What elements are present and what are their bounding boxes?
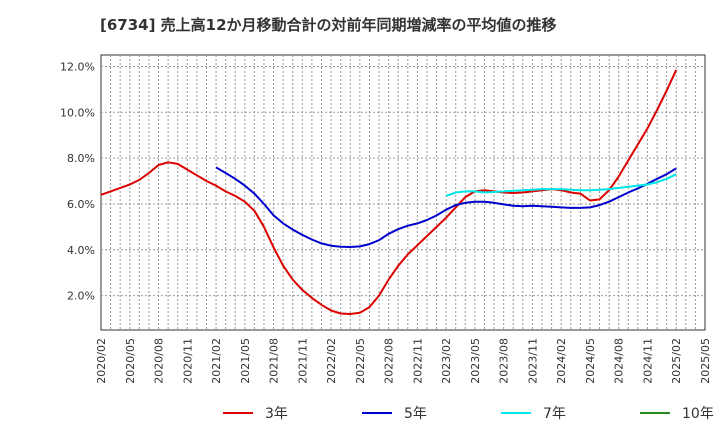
y-tick-label: 4.0% [67,244,95,257]
x-tick-label: 2021/11 [296,338,309,384]
legend-label-2: 7年 [543,406,566,422]
x-tick-label: 2022/02 [325,338,338,384]
y-axis: 2.0% 4.0% 6.0% 8.0% 10.0% 12.0% [60,60,95,302]
y-tick-label: 8.0% [67,152,95,165]
series-line-1 [215,166,677,248]
series-line-0 [100,69,678,315]
x-tick-label: 2020/11 [181,338,194,384]
x-tick-label: 2024/05 [584,338,597,384]
series-lines [100,69,678,315]
series-line-2 [445,173,677,197]
chart-title: [6734] 売上高12か月移動合計の対前年同期増減率の平均値の推移 [100,16,557,34]
x-tick-label: 2021/05 [239,338,252,384]
legend-label-1: 5年 [404,406,427,422]
y-tick-label: 10.0% [60,106,95,119]
x-tick-label: 2024/08 [613,338,626,384]
x-tick-label: 2022/05 [354,338,367,384]
x-tick-label: 2024/02 [555,338,568,384]
x-tick-label: 2023/11 [526,338,539,384]
legend-label-0: 3年 [265,406,288,422]
plot-area [100,54,706,331]
x-tick-label: 2021/08 [268,338,281,384]
y-tick-label: 2.0% [67,290,95,303]
y-tick-label: 6.0% [67,198,95,211]
x-tick-label: 2025/02 [670,338,683,384]
x-tick-label: 2024/11 [641,338,654,384]
x-axis: 2020/02 2020/05 2020/08 2020/11 2021/02 2021/… [95,338,712,384]
legend-label-3: 10年 [682,406,714,422]
x-tick-label: 2023/05 [469,338,482,384]
x-tick-label: 2020/05 [124,338,137,384]
x-tick-label: 2025/05 [699,338,712,384]
x-tick-label: 2022/11 [411,338,424,384]
x-tick-label: 2021/02 [210,338,223,384]
grid [101,55,705,330]
x-tick-label: 2022/08 [383,338,396,384]
y-tick-label: 12.0% [60,60,95,73]
x-tick-label: 2020/08 [153,338,166,384]
x-tick-label: 2020/02 [95,338,108,384]
x-tick-label: 2023/08 [498,338,511,384]
x-tick-label: 2023/02 [440,338,453,384]
legend: 3年 5年 7年 10年 [223,406,714,422]
